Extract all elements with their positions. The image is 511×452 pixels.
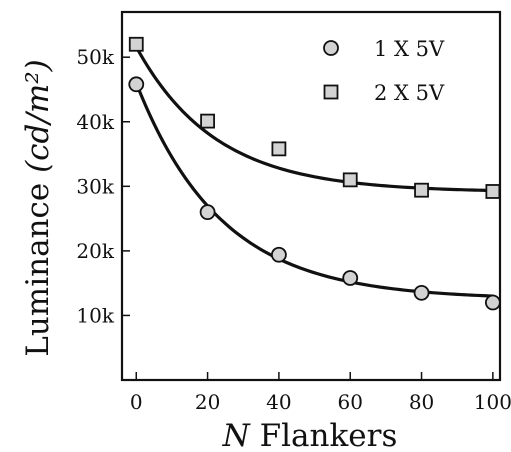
data-point-square xyxy=(200,113,215,129)
legend-marker-circle xyxy=(323,40,339,56)
data-point-square xyxy=(271,141,287,157)
data-point-square xyxy=(414,182,429,198)
x-tick-label: 0 xyxy=(130,390,143,414)
y-axis-label: Luminance (cd/m²) xyxy=(20,59,56,357)
data-point-circle xyxy=(413,284,430,301)
x-tick-label: 80 xyxy=(409,390,434,414)
y-tick-label: 40k xyxy=(76,110,114,134)
data-point-circle xyxy=(342,270,359,286)
legend-label: 1 X 5V xyxy=(374,37,445,61)
x-tick-label: 100 xyxy=(474,390,511,414)
plot-frame xyxy=(120,10,502,382)
y-tick-label: 30k xyxy=(76,174,114,198)
y-tick-label: 10k xyxy=(76,303,114,327)
legend-marker-square xyxy=(323,84,339,100)
data-point-square xyxy=(485,184,501,199)
fit-curve-square xyxy=(134,45,495,193)
x-axis-label: N Flankers xyxy=(222,418,398,452)
data-point-circle xyxy=(128,76,145,93)
x-tick-label: 60 xyxy=(337,390,362,414)
data-point-square xyxy=(128,36,144,52)
data-point-circle xyxy=(199,204,216,221)
x-tick-label: 40 xyxy=(266,390,291,414)
data-point-square xyxy=(342,172,358,188)
data-point-circle xyxy=(484,294,501,311)
y-tick-label: 50k xyxy=(76,45,114,69)
x-tick-label: 20 xyxy=(195,390,220,414)
y-tick-label: 20k xyxy=(76,239,114,263)
data-point-circle xyxy=(271,246,287,263)
legend-label: 2 X 5V xyxy=(374,81,445,105)
fit-curve-circle xyxy=(134,81,495,298)
